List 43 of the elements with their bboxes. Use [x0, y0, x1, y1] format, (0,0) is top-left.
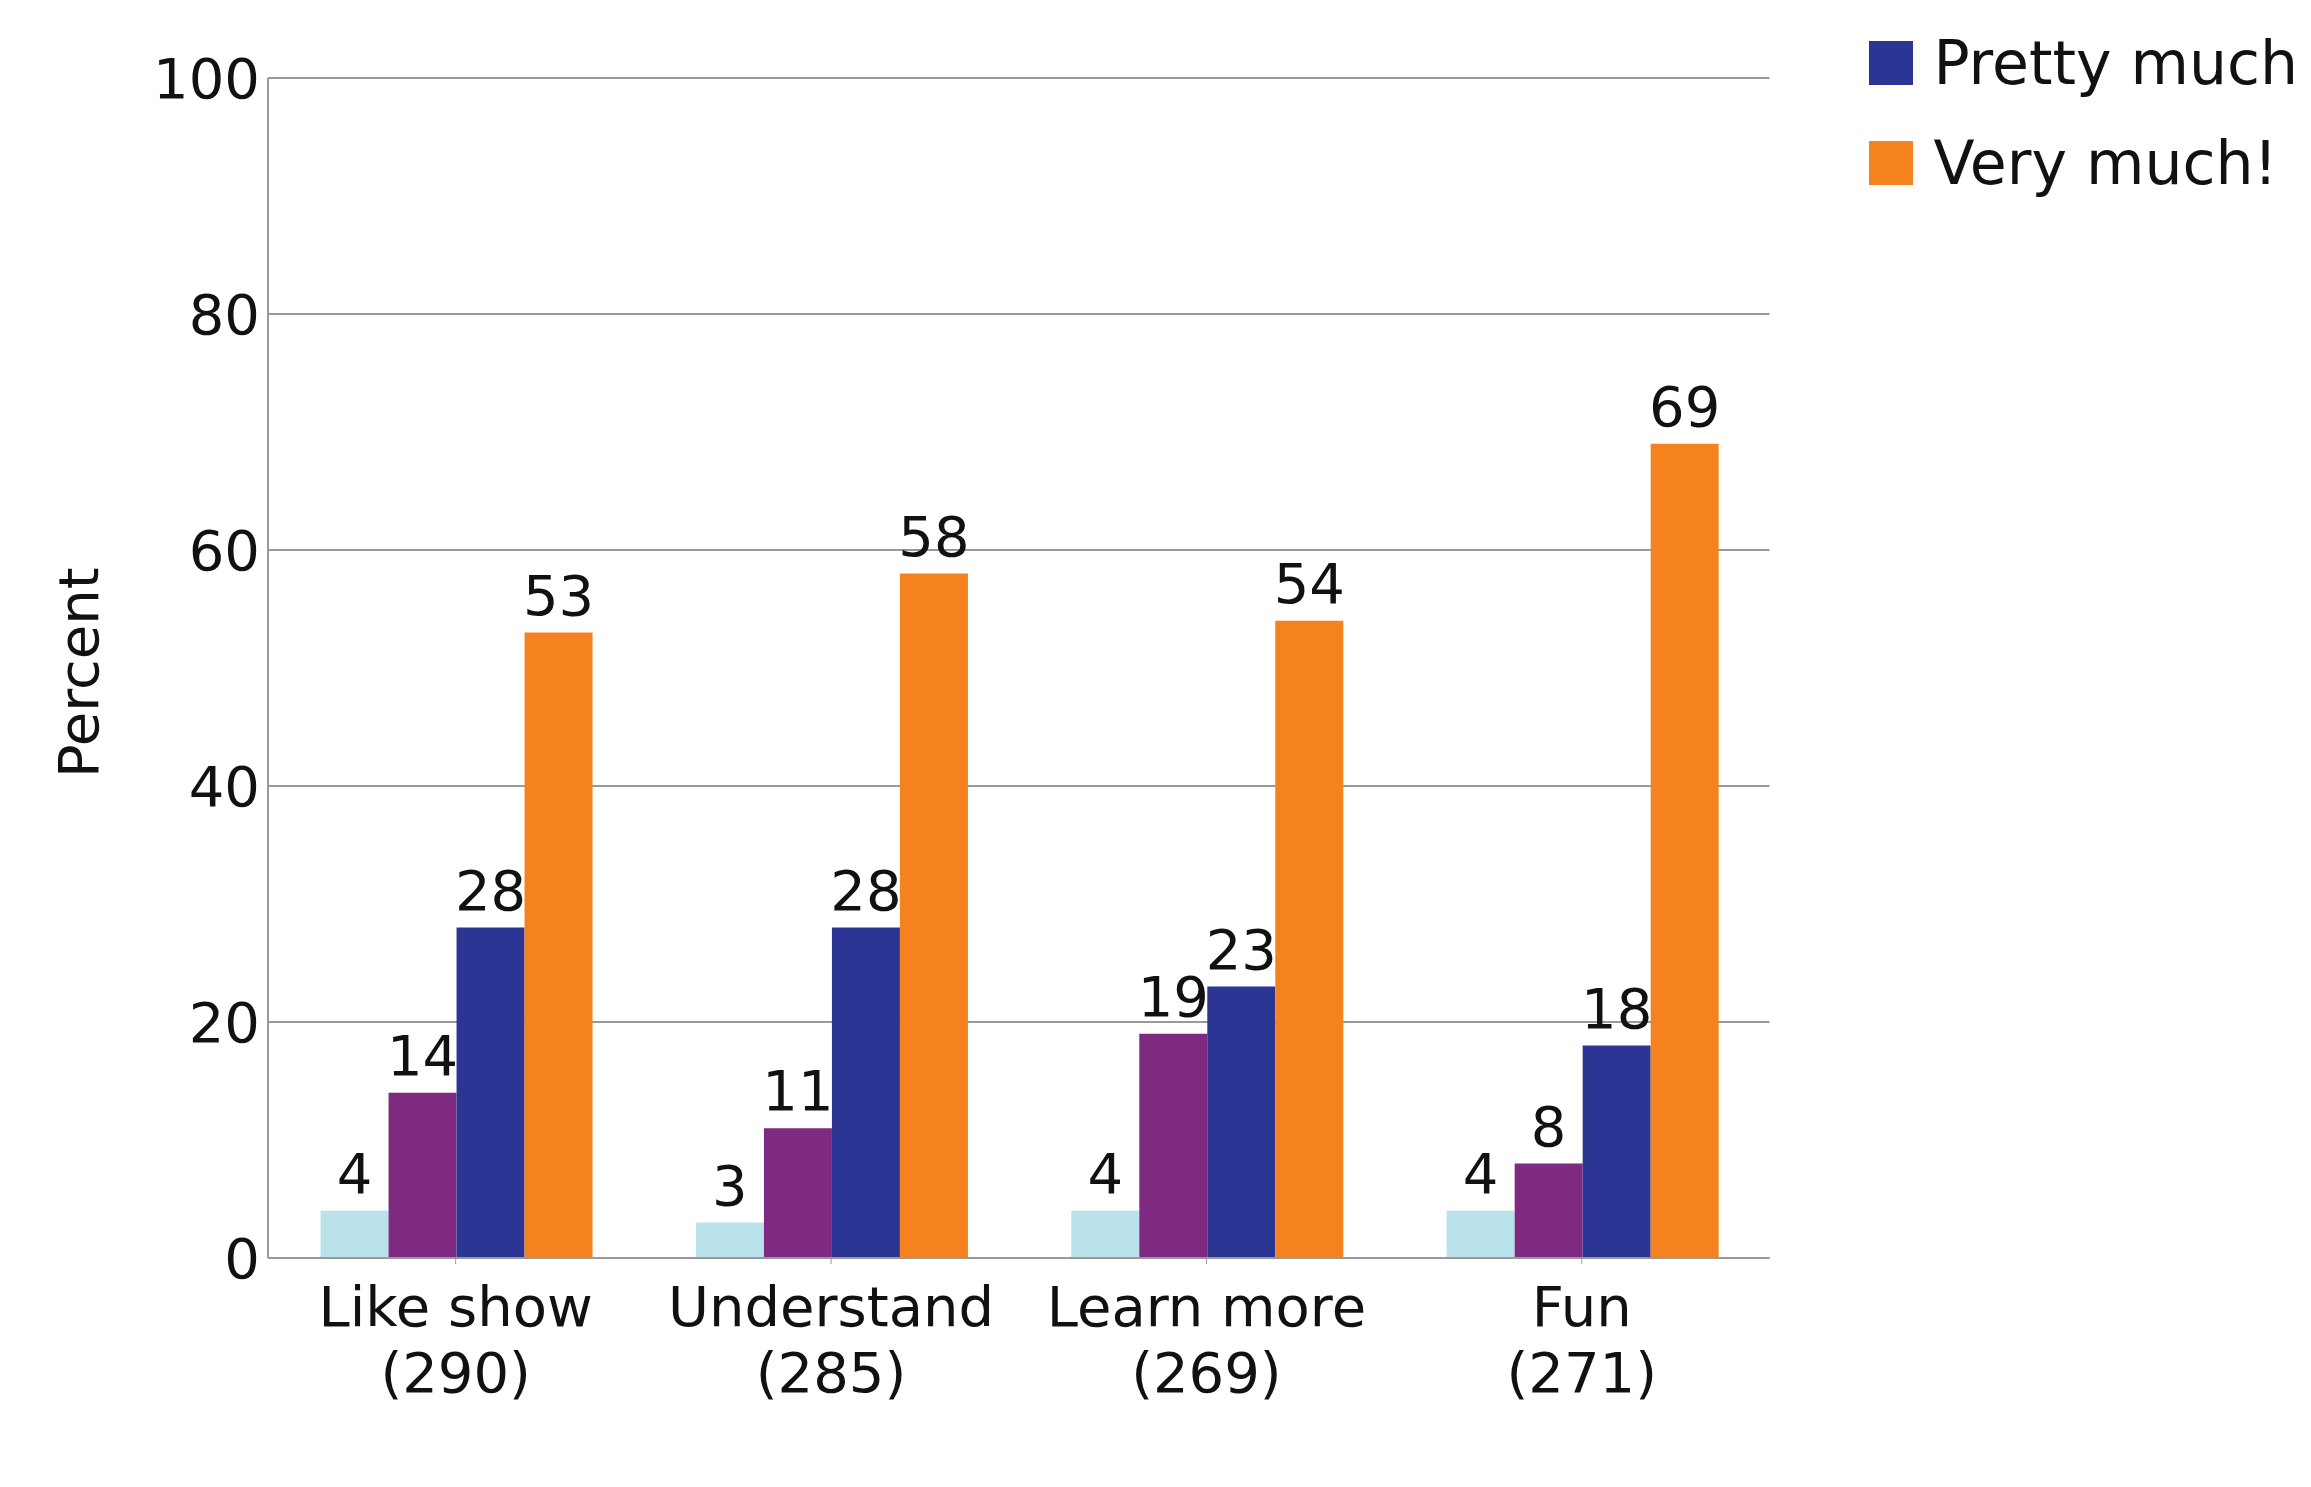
data-label: 4	[336, 1140, 373, 1206]
data-label: 58	[898, 503, 970, 569]
x-tick-label: Understand (285)	[668, 1274, 995, 1405]
data-label: 4	[1462, 1140, 1499, 1206]
data-label: 3	[712, 1152, 748, 1218]
bar	[1446, 1210, 1515, 1258]
y-tick-label: 80	[188, 281, 260, 347]
bar	[524, 632, 593, 1258]
data-label: 4	[1087, 1140, 1124, 1206]
bar	[388, 1092, 457, 1258]
bar	[1650, 443, 1719, 1258]
data-label: 14	[386, 1022, 459, 1088]
y-axis-title: Percent	[45, 567, 111, 778]
data-label: 69	[1649, 373, 1721, 439]
x-tick-label: Fun (271)	[1506, 1274, 1658, 1405]
y-tick-label: 0	[224, 1225, 260, 1291]
bar	[831, 927, 900, 1258]
x-tick-label: Like show (290)	[318, 1274, 593, 1405]
y-tick-label: 60	[188, 517, 260, 583]
data-label: 54	[1273, 550, 1345, 616]
data-label: 8	[1530, 1093, 1567, 1159]
data-label: 28	[830, 857, 902, 923]
bar	[1207, 986, 1276, 1258]
bar	[899, 573, 968, 1258]
y-tick-label: 40	[188, 753, 260, 819]
bar	[1139, 1033, 1208, 1258]
y-tick-label: 100	[153, 45, 260, 111]
bar	[1275, 620, 1344, 1258]
data-label: 18	[1581, 975, 1653, 1041]
y-tick-label: 20	[188, 989, 260, 1055]
data-label: 53	[522, 562, 595, 628]
data-label: 28	[454, 857, 527, 923]
legend-label: Very much!	[1932, 128, 2279, 198]
bar	[1582, 1045, 1651, 1258]
bar	[695, 1222, 764, 1258]
bar	[456, 927, 525, 1258]
data-label: 11	[762, 1058, 834, 1124]
bar	[763, 1128, 832, 1258]
bar	[1071, 1210, 1140, 1258]
bar	[1514, 1163, 1583, 1258]
legend-label: Pretty much	[1932, 28, 2298, 98]
bar	[320, 1210, 389, 1258]
x-tick-label: Learn more (269)	[1046, 1274, 1367, 1405]
